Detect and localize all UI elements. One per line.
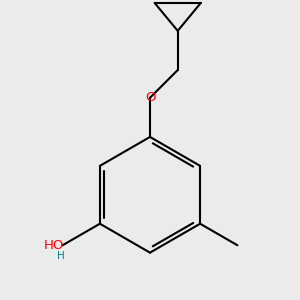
Text: O: O (145, 91, 155, 104)
Text: H: H (57, 251, 64, 261)
Text: HO: HO (44, 239, 64, 252)
